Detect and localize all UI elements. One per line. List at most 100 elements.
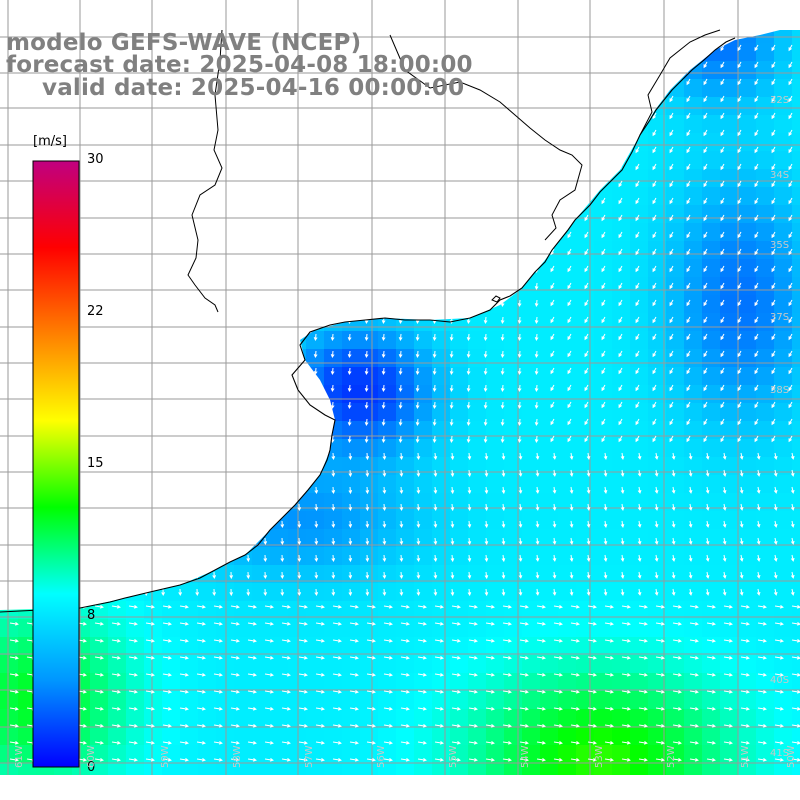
wind-arrow: [281, 707, 291, 711]
wind-speed-cell: [270, 565, 288, 583]
wind-arrow: [788, 231, 793, 239]
wind-arrow: [398, 367, 403, 376]
wind-arrow: [655, 605, 665, 609]
wind-arrow: [756, 469, 761, 477]
wind-arrow: [332, 622, 342, 626]
wind-arrow: [774, 707, 784, 711]
wind-speed-cell: [540, 349, 558, 367]
wind-speed-cell: [630, 691, 648, 709]
wind-arrow: [553, 673, 563, 677]
wind-arrow: [703, 163, 708, 171]
wind-arrow: [652, 180, 657, 188]
wind-arrow: [212, 588, 217, 597]
wind-speed-cell: [612, 691, 630, 709]
wind-speed-cell: [612, 637, 630, 655]
wind-arrow: [247, 690, 257, 694]
wind-arrow: [669, 112, 674, 120]
wind-speed-cell: [360, 529, 378, 547]
wind-arrow: [570, 673, 580, 677]
wind-arrow: [703, 367, 708, 375]
wind-speed-cell: [594, 565, 612, 583]
wind-speed-cell: [684, 151, 702, 169]
wind-speed-cell: [306, 583, 324, 601]
wind-arrow: [179, 707, 189, 711]
wind-arrow: [587, 690, 597, 694]
wind-arrow: [468, 673, 478, 677]
wind-arrow: [213, 639, 223, 643]
wind-speed-cell: [792, 43, 800, 61]
wind-arrow: [756, 503, 761, 511]
wind-arrow: [635, 435, 640, 443]
wind-arrow: [349, 690, 359, 694]
wind-arrow: [620, 503, 625, 511]
wind-arrow: [9, 758, 19, 762]
wind-speed-cell: [648, 151, 666, 169]
wind-arrow: [485, 656, 495, 660]
wind-speed-cell: [522, 331, 540, 349]
wind-speed-cell: [774, 511, 792, 529]
wind-arrow: [604, 622, 614, 626]
wind-speed-cell: [342, 691, 360, 709]
wind-arrow: [381, 384, 386, 393]
wind-speed-cell: [684, 169, 702, 187]
wind-arrow: [720, 146, 725, 154]
wind-arrow: [621, 758, 631, 762]
wind-speed-cell: [234, 709, 252, 727]
wind-arrow: [467, 520, 472, 529]
wind-arrow: [672, 758, 682, 762]
wind-arrow: [381, 435, 386, 444]
wind-arrow: [415, 435, 420, 444]
wind-speed-cell: [72, 709, 90, 727]
wind-speed-cell: [432, 475, 450, 493]
wind-arrow: [620, 554, 625, 562]
wind-speed-cell: [288, 565, 306, 583]
wind-speed-cell: [72, 673, 90, 691]
wind-speed-cell: [702, 673, 720, 691]
wind-arrow: [601, 265, 606, 273]
wind-speed-cell: [378, 583, 396, 601]
wind-arrow: [467, 537, 472, 546]
wind-arrow: [587, 656, 597, 660]
wind-arrow: [552, 469, 557, 477]
wind-arrow: [756, 588, 761, 596]
wind-arrow: [246, 588, 251, 597]
wind-arrow: [416, 503, 421, 512]
wind-arrow: [722, 503, 727, 511]
river-border-2: [389, 34, 583, 241]
wind-speed-cell: [684, 727, 702, 745]
wind-speed-cell: [666, 511, 684, 529]
wind-speed-cell: [648, 187, 666, 205]
wind-arrow: [706, 724, 716, 728]
wind-arrow: [501, 554, 506, 563]
wind-speed-cell: [774, 709, 792, 727]
wind-arrow: [331, 520, 336, 529]
wind-speed-cell: [126, 691, 144, 709]
wind-speed-cell: [666, 349, 684, 367]
wind-speed-cell: [396, 691, 414, 709]
wind-speed-cell: [666, 187, 684, 205]
wind-speed-cell: [468, 547, 486, 565]
wind-speed-cell: [756, 151, 774, 169]
wind-speed-cell: [666, 115, 684, 133]
wind-speed-cell: [342, 385, 360, 403]
wind-speed-cell: [666, 745, 684, 763]
wind-arrow: [128, 673, 138, 677]
wind-arrow: [434, 656, 444, 660]
wind-arrow: [601, 214, 606, 222]
wind-speed-cell: [360, 565, 378, 583]
wind-speed-cell: [216, 727, 234, 745]
wind-arrow: [213, 741, 223, 745]
wind-arrow: [620, 469, 625, 477]
wind-speed-cell: [486, 709, 504, 727]
wind-arrow: [686, 129, 691, 137]
wind-arrow: [264, 724, 274, 728]
wind-arrow: [281, 724, 291, 728]
wind-speed-cell: [756, 403, 774, 421]
wind-speed-cell: [792, 79, 800, 97]
wind-arrow: [364, 333, 369, 342]
wind-speed-cell: [630, 745, 648, 763]
wind-speed-cell: [486, 475, 504, 493]
wind-speed-cell: [180, 583, 198, 601]
wind-arrow: [467, 486, 472, 495]
lon-label: 59W: [160, 745, 171, 768]
